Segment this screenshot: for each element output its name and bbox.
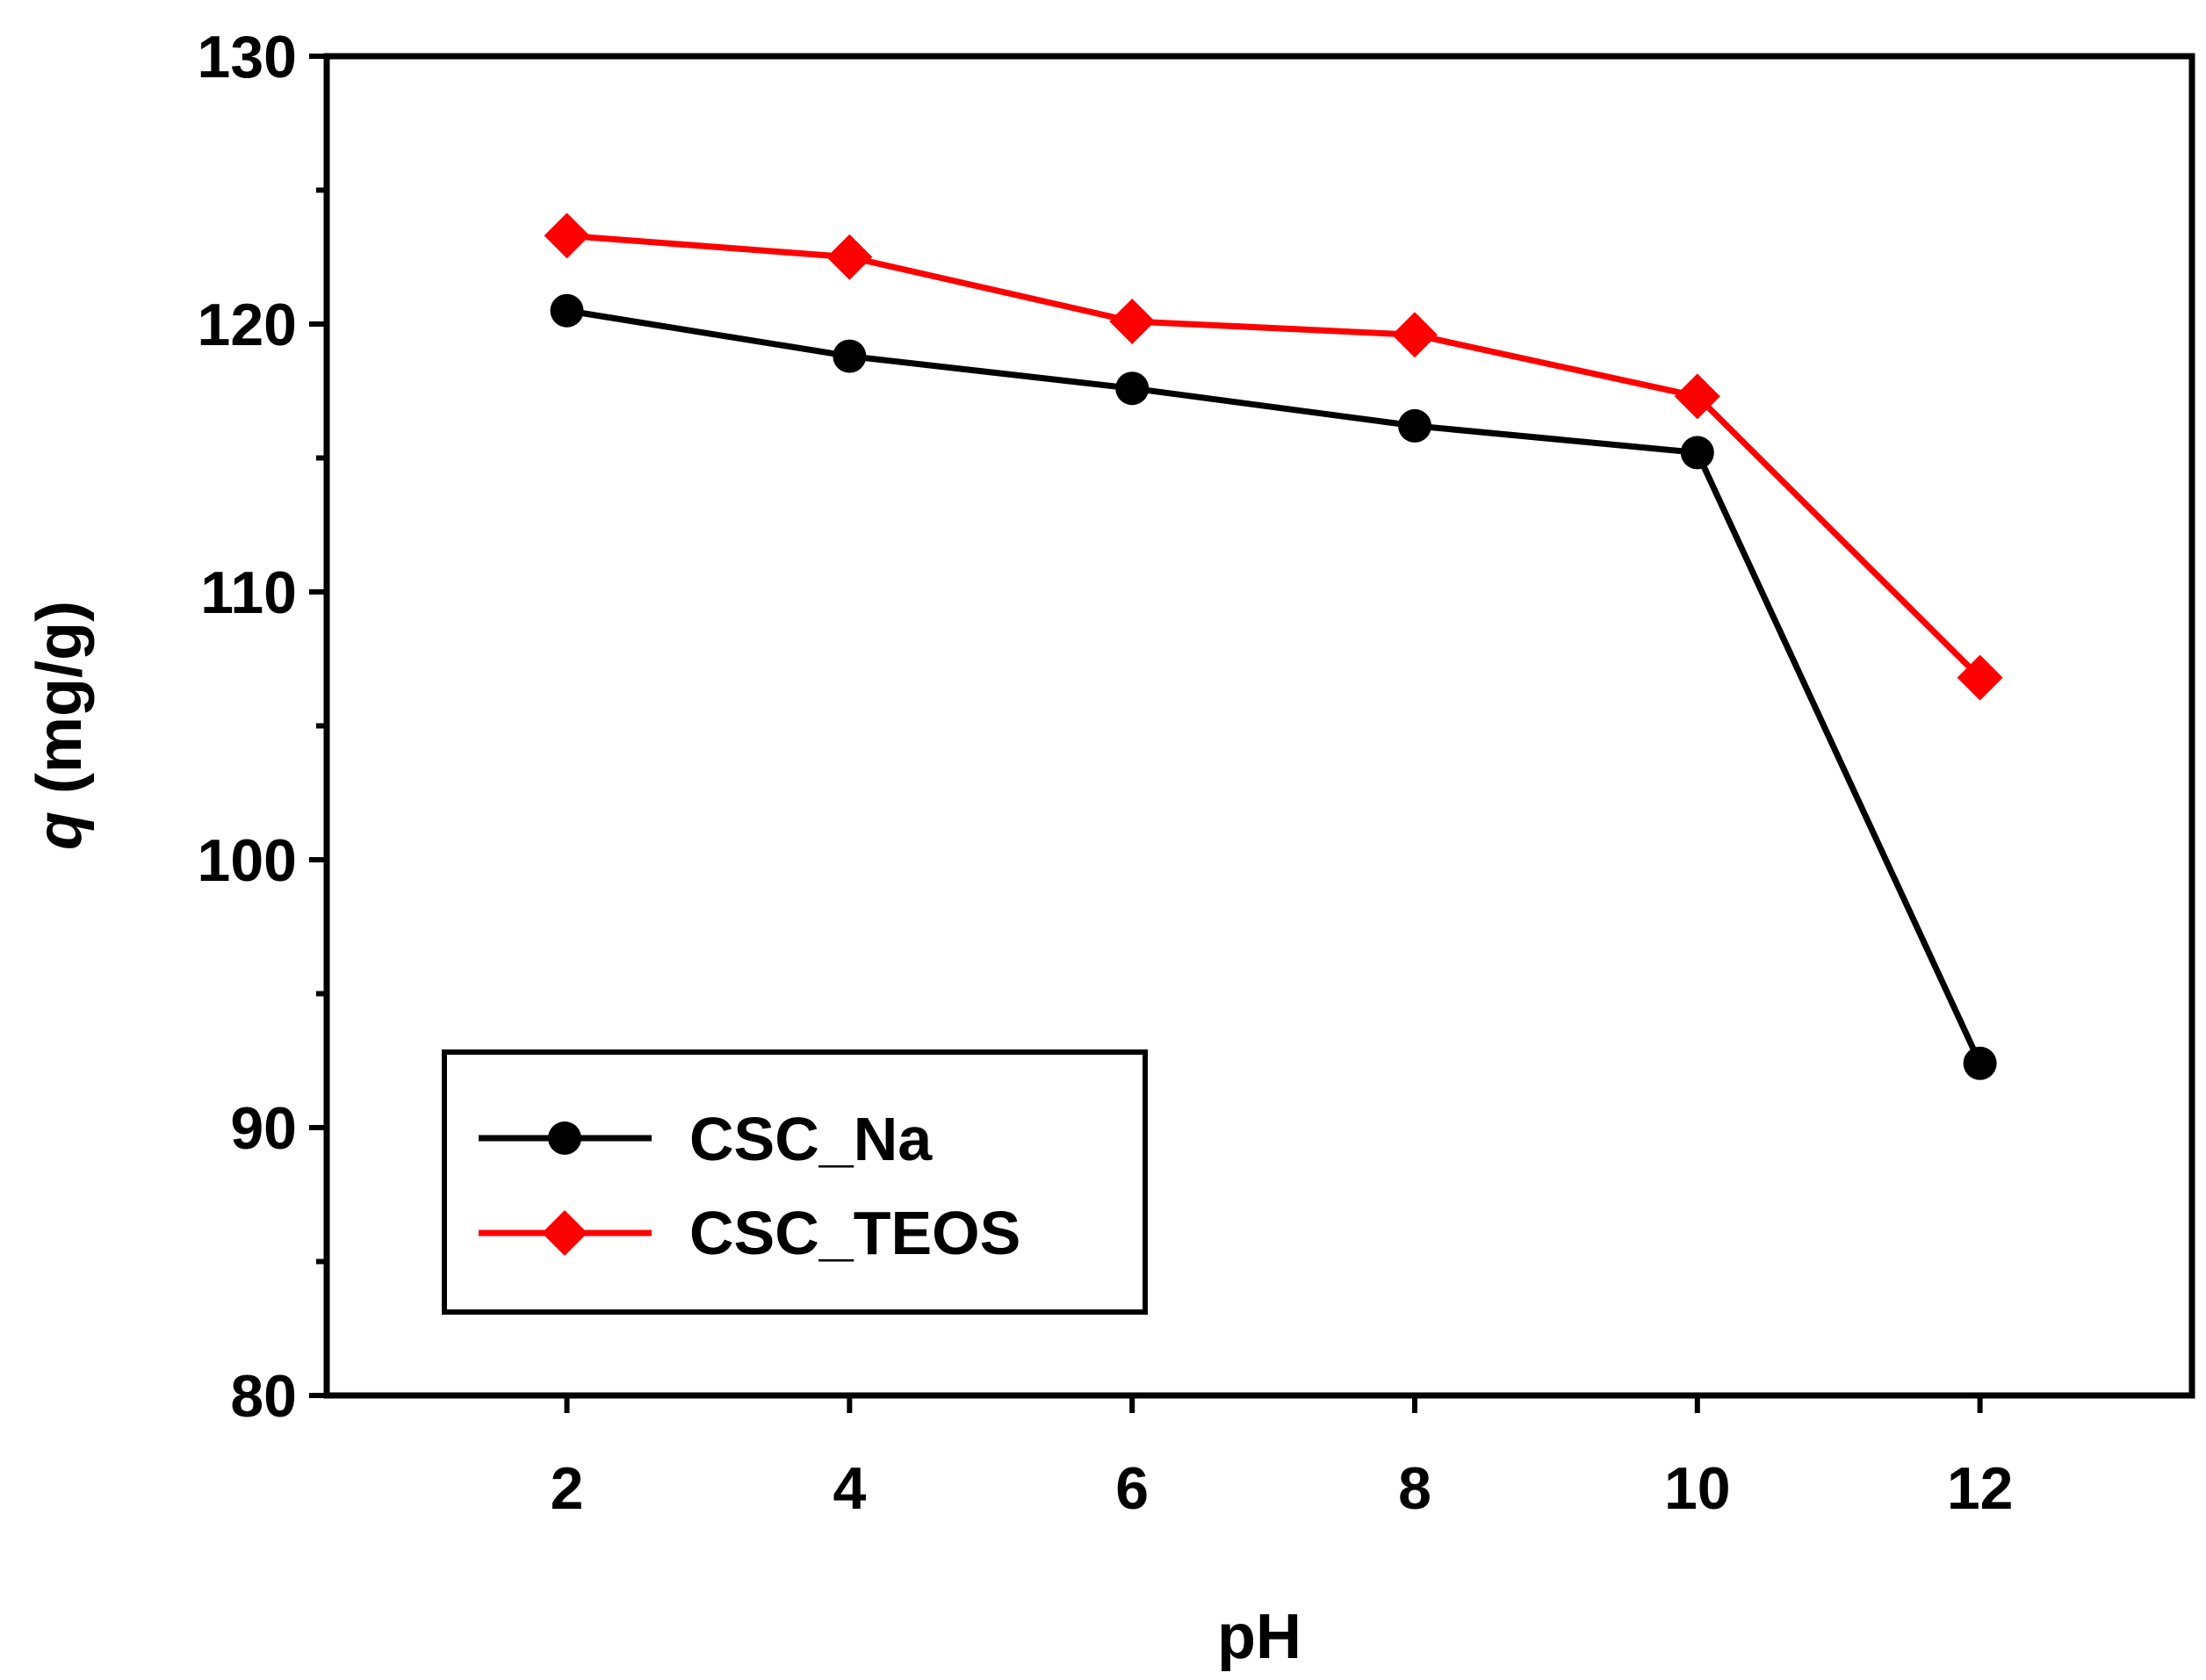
- data-point-csc-na: [1963, 1046, 1997, 1080]
- y-tick-label: 90: [230, 1095, 297, 1162]
- y-tick-label: 110: [200, 559, 297, 626]
- series-layer: [544, 213, 2003, 1080]
- x-tick-label: 6: [1115, 1455, 1149, 1522]
- data-point-csc-teos: [1674, 373, 1720, 420]
- y-axis-title: q (mg/g): [25, 601, 95, 850]
- legend-entry-csc-teos: CSC_TEOS: [479, 1199, 1020, 1267]
- data-point-csc-teos: [1392, 312, 1438, 358]
- data-point-csc-teos: [1109, 298, 1156, 344]
- y-tick-label: 100: [198, 827, 297, 894]
- x-tick-label: 8: [1398, 1455, 1431, 1522]
- y-axis-ticks: 80 90 100 110 120 130: [198, 24, 327, 1430]
- data-point-csc-teos: [1957, 654, 2003, 701]
- data-point-csc-na: [1115, 371, 1150, 406]
- data-point-csc-na: [550, 293, 584, 328]
- legend-label-csc-na: CSC_Na: [689, 1105, 933, 1173]
- series-csc-na: [550, 293, 1997, 1080]
- legend-entry-csc-na: CSC_Na: [479, 1105, 933, 1173]
- x-tick-label: 10: [1664, 1455, 1731, 1522]
- data-point-csc-na: [1398, 408, 1431, 443]
- data-point-csc-teos: [544, 213, 590, 259]
- x-tick-label: 2: [551, 1455, 584, 1522]
- data-point-csc-teos: [826, 234, 873, 280]
- series-line-csc-na: [566, 307, 1983, 1065]
- legend-box: [442, 1049, 1148, 1315]
- series-line-csc-teos: [566, 232, 1983, 681]
- y-tick-label: 120: [198, 292, 297, 358]
- legend-marker-csc-na: [548, 1121, 581, 1155]
- series-csc-teos: [544, 213, 2003, 701]
- x-axis-title: pH: [1217, 1602, 1301, 1672]
- data-point-csc-na: [1680, 436, 1714, 470]
- plot-frame: [323, 53, 2195, 1399]
- y-axis-symbol: q: [25, 811, 95, 850]
- legend-label-csc-teos: CSC_TEOS: [689, 1199, 1020, 1267]
- x-axis-ticks: 2 4 6 8 10 12: [551, 1395, 2014, 1522]
- y-tick-label: 130: [198, 24, 297, 90]
- legend-marker-csc-teos: [542, 1210, 588, 1256]
- x-tick-label: 4: [833, 1455, 866, 1522]
- x-tick-label: 12: [1947, 1455, 2014, 1522]
- y-axis-unit: (mg/g): [25, 601, 95, 794]
- y-tick-label: 80: [230, 1363, 297, 1430]
- legend: CSC_Na CSC_TEOS: [442, 1049, 1148, 1315]
- data-point-csc-na: [833, 339, 867, 373]
